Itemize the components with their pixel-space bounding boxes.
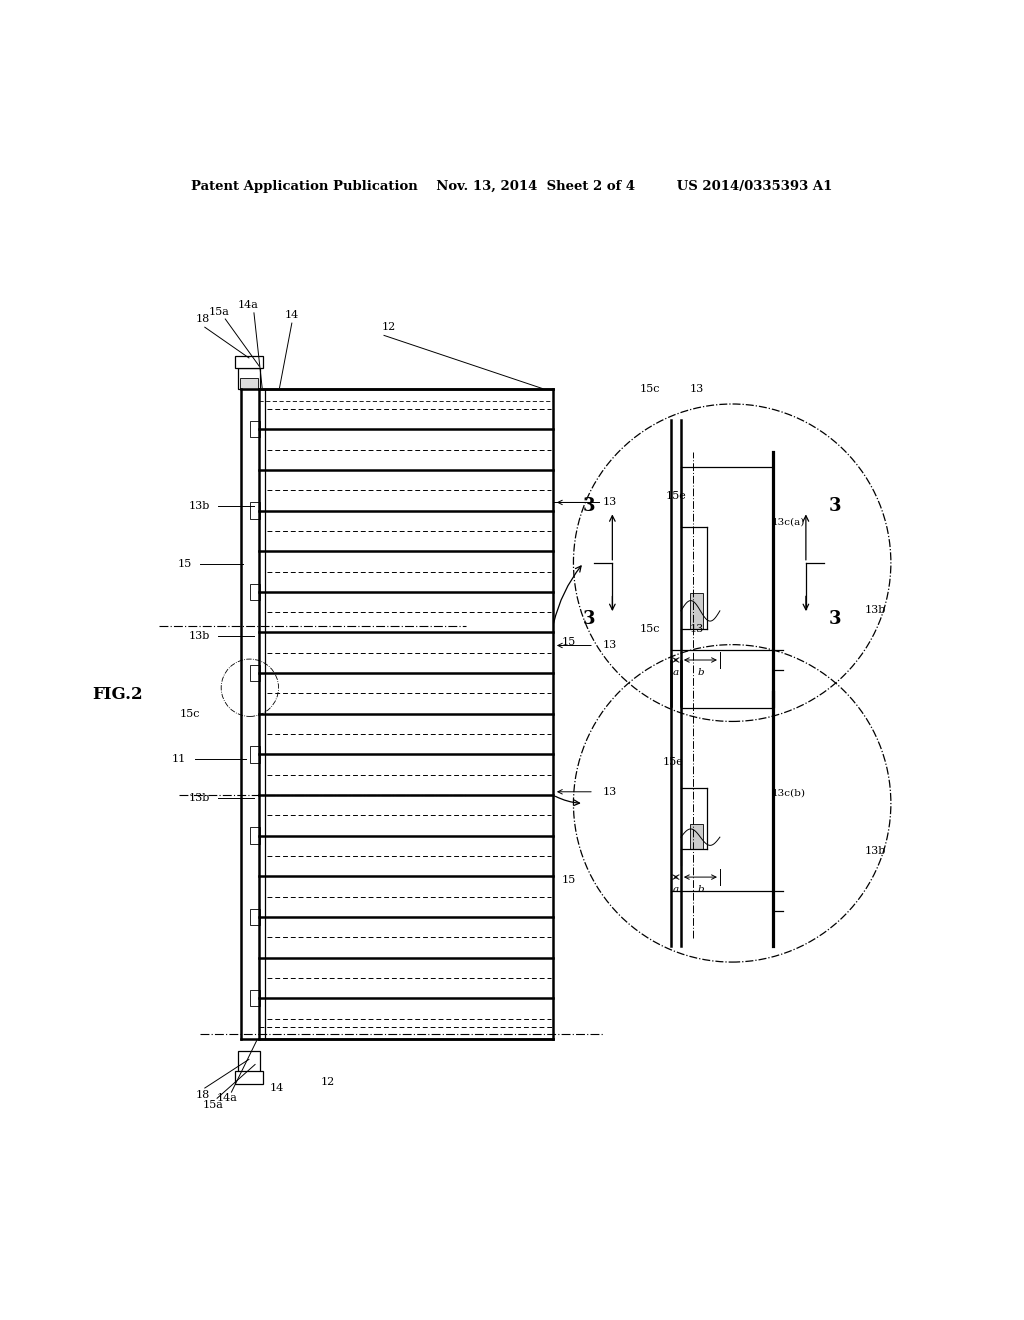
Text: 13b: 13b: [189, 793, 210, 804]
Text: 13b: 13b: [189, 631, 210, 640]
Text: 18: 18: [196, 1090, 210, 1100]
Text: 3: 3: [583, 498, 595, 515]
Bar: [238, 1051, 260, 1072]
Bar: [234, 1071, 263, 1084]
Text: 15e: 15e: [666, 491, 686, 502]
Bar: [250, 746, 260, 763]
Text: 15: 15: [177, 560, 191, 569]
Text: 3: 3: [583, 610, 595, 628]
Text: 14: 14: [285, 310, 299, 319]
Bar: [250, 421, 260, 437]
Text: b: b: [697, 884, 703, 894]
Text: 13c(a): 13c(a): [772, 517, 805, 527]
Text: 15e: 15e: [663, 758, 683, 767]
Text: Patent Application Publication    Nov. 13, 2014  Sheet 2 of 4         US 2014/03: Patent Application Publication Nov. 13, …: [191, 181, 833, 194]
Text: 15: 15: [561, 636, 575, 647]
Text: 14a: 14a: [238, 300, 258, 310]
Text: 13b: 13b: [865, 606, 886, 615]
Text: 14a: 14a: [217, 1093, 238, 1104]
Text: 11: 11: [172, 754, 186, 764]
Text: 12: 12: [382, 322, 396, 333]
Bar: [250, 908, 260, 925]
Bar: [250, 665, 260, 681]
Bar: [240, 379, 258, 388]
Text: a: a: [673, 884, 679, 894]
Text: 13: 13: [602, 498, 616, 507]
Text: FIG.2: FIG.2: [92, 686, 143, 702]
Text: 18: 18: [196, 314, 210, 323]
Text: 14: 14: [269, 1082, 284, 1093]
Text: 15a: 15a: [209, 306, 229, 317]
Text: 15c: 15c: [179, 709, 200, 719]
Text: 15a: 15a: [203, 1101, 223, 1110]
Bar: [690, 594, 703, 630]
Text: 15: 15: [561, 875, 575, 886]
Text: b: b: [697, 668, 703, 677]
Bar: [250, 990, 260, 1006]
Text: 13c(b): 13c(b): [771, 788, 806, 797]
Text: 3: 3: [828, 498, 841, 515]
Bar: [250, 583, 260, 601]
Bar: [250, 503, 260, 519]
Text: 3: 3: [828, 610, 841, 628]
Text: 13b: 13b: [189, 500, 210, 511]
Text: 15c: 15c: [640, 384, 660, 393]
Text: 12: 12: [321, 1077, 335, 1086]
Text: 13: 13: [689, 384, 703, 393]
Text: a: a: [673, 668, 679, 677]
Bar: [690, 824, 703, 850]
Text: 13: 13: [602, 640, 616, 651]
Text: 13: 13: [689, 624, 703, 635]
Text: 15c: 15c: [640, 624, 660, 635]
Bar: [250, 828, 260, 843]
Bar: [238, 368, 260, 388]
Text: 13b: 13b: [865, 846, 886, 855]
Text: 13: 13: [602, 787, 616, 797]
Bar: [234, 356, 263, 368]
